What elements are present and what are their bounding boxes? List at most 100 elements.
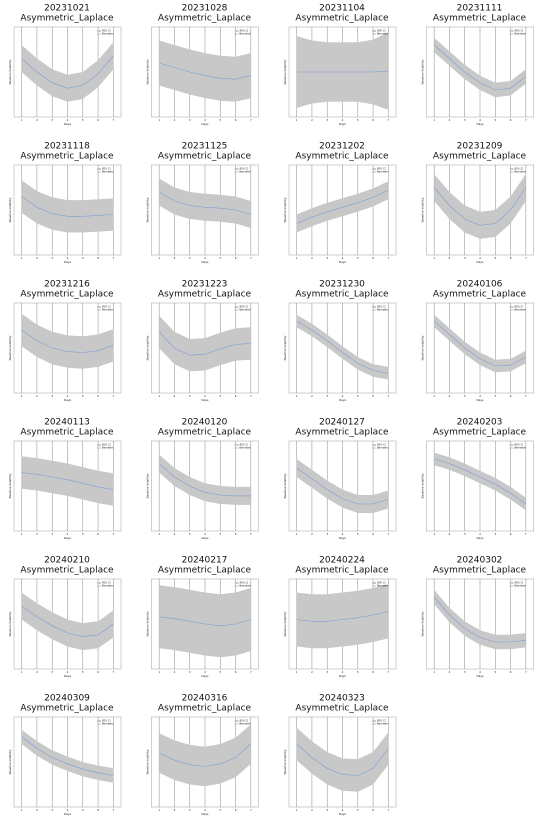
legend-swatch (509, 30, 514, 32)
x-tick-label: 4 (67, 532, 69, 536)
legend-swatch (509, 168, 514, 170)
x-tick-label: 1 (433, 670, 435, 674)
chart-title: 20231230 (319, 280, 365, 290)
legend-label: 95% CI (240, 444, 249, 447)
x-tick-label: 3 (326, 670, 328, 674)
x-tick-label: 2 (311, 670, 313, 674)
chart-subtitle: Asymmetric_Laplace (158, 704, 252, 714)
mean-line (159, 62, 251, 80)
x-tick-label: 4 (204, 670, 206, 674)
ci-band (296, 584, 389, 649)
x-axis-label: Days (477, 122, 485, 126)
x-tick-label: 6 (235, 532, 237, 536)
x-tick-label: 6 (97, 118, 99, 122)
x-tick-label: 5 (357, 256, 359, 260)
mean-line (433, 596, 526, 643)
chart-title: 20231028 (182, 4, 228, 14)
x-axis-label: Days (64, 398, 72, 402)
x-tick-label: 5 (219, 670, 221, 674)
x-tick-label: 4 (479, 256, 481, 260)
y-axis-label: Baseline Volatility (8, 59, 12, 84)
x-tick-label: 2 (174, 532, 176, 536)
x-tick-label: 3 (464, 256, 466, 260)
x-tick-label: 2 (36, 808, 38, 812)
mean-line (296, 70, 389, 73)
chart-title: 20240323 (319, 694, 365, 704)
x-tick-label: 1 (433, 118, 435, 122)
legend-label: Bernstein (377, 33, 389, 36)
x-axis-label: Days (202, 536, 210, 540)
x-tick-label: 4 (342, 256, 344, 260)
x-tick-label: 1 (296, 256, 298, 260)
x-tick-label: 5 (357, 118, 359, 122)
x-tick-label: 2 (174, 394, 176, 398)
x-tick-label: 1 (158, 532, 160, 536)
x-axis-label: Days (202, 260, 210, 264)
x-tick-label: 7 (250, 394, 252, 398)
x-tick-label: 1 (158, 808, 160, 812)
x-tick-label: 5 (219, 256, 221, 260)
x-tick-label: 3 (326, 256, 328, 260)
x-tick-label: 1 (296, 394, 298, 398)
chart-subtitle: Asymmetric_Laplace (20, 566, 114, 576)
x-tick-label: 6 (372, 394, 374, 398)
chart-subtitle: Asymmetric_Laplace (158, 290, 252, 300)
chart-title: 20231209 (457, 142, 503, 152)
ci-band (434, 452, 526, 511)
x-tick-label: 1 (21, 532, 23, 536)
x-tick-label: 7 (113, 394, 115, 398)
y-axis-label: Baseline Volatility (146, 59, 150, 84)
x-tick-label: 1 (433, 394, 435, 398)
x-tick-label: 2 (311, 394, 313, 398)
chart-title: 20240302 (457, 556, 503, 566)
x-tick-label: 6 (235, 394, 237, 398)
chart-title: 20240210 (44, 556, 90, 566)
x-tick-label: 1 (21, 394, 23, 398)
legend-label: Bernstein (102, 309, 114, 312)
chart-subtitle: Asymmetric_Laplace (295, 566, 389, 576)
y-axis-label: Baseline Volatility (8, 749, 12, 774)
legend-label: 95% CI (240, 582, 249, 585)
x-tick-label: 3 (189, 394, 191, 398)
x-tick-label: 2 (36, 118, 38, 122)
mean-line (159, 743, 252, 767)
x-tick-label: 1 (296, 670, 298, 674)
mean-line (158, 191, 251, 215)
x-tick-label: 4 (204, 256, 206, 260)
x-tick-label: 4 (342, 394, 344, 398)
legend-label: Bernstein (102, 171, 114, 174)
legend-swatch (372, 720, 376, 722)
legend-label: Bernstein (102, 33, 114, 36)
legend-swatch (234, 720, 239, 722)
x-tick-label: 7 (250, 118, 252, 122)
chart-subtitle: Asymmetric_Laplace (295, 428, 389, 438)
chart-title: 20240203 (457, 418, 503, 428)
x-tick-label: 1 (158, 670, 160, 674)
x-tick-label: 7 (388, 118, 390, 122)
x-tick-label: 6 (510, 256, 512, 260)
x-axis-label: Days (339, 122, 347, 126)
x-tick-label: 5 (357, 394, 359, 398)
y-axis-label: Baseline Volatility (8, 611, 12, 636)
x-tick-label: 7 (388, 394, 390, 398)
legend-label: 95% CI (377, 582, 386, 585)
x-tick-label: 6 (372, 670, 374, 674)
mean-line (434, 458, 527, 505)
y-axis-label: Baseline Volatility (283, 749, 287, 774)
chart-subtitle: Asymmetric_Laplace (295, 152, 389, 162)
legend-label: 95% CI (240, 168, 249, 171)
x-tick-label: 5 (494, 670, 496, 674)
ci-band (159, 178, 251, 228)
x-tick-label: 7 (113, 532, 115, 536)
x-axis-label: Days (64, 812, 72, 816)
x-tick-label: 5 (82, 118, 84, 122)
x-tick-label: 6 (97, 394, 99, 398)
mean-line (21, 605, 114, 637)
legend-swatch (97, 444, 101, 446)
